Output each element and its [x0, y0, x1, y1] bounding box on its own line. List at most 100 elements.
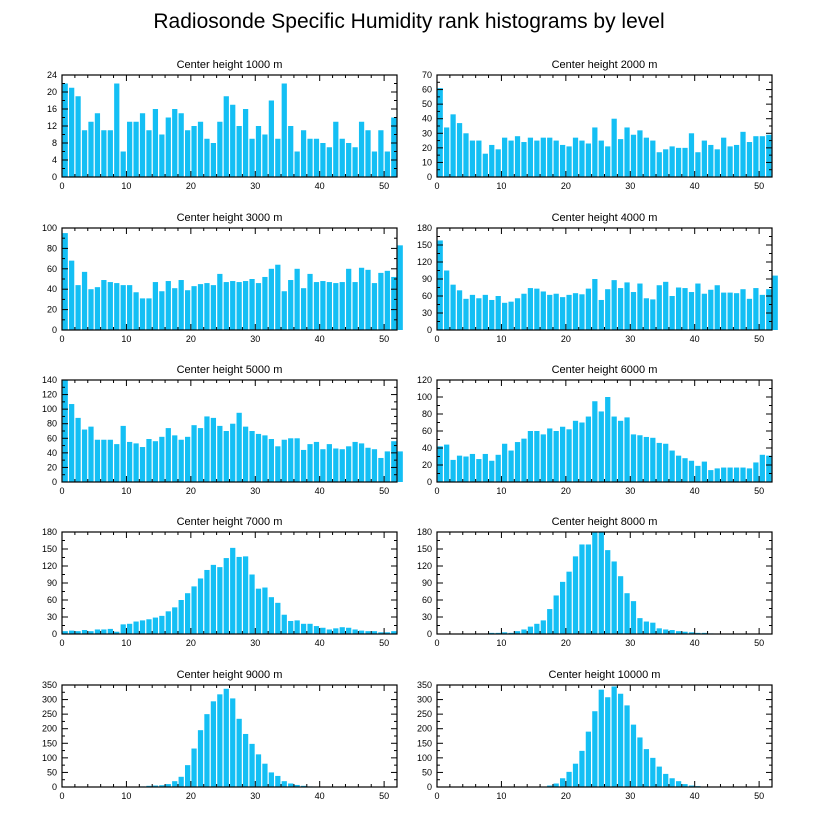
bar	[224, 431, 229, 482]
bar	[230, 424, 235, 482]
bar	[682, 288, 687, 330]
bar	[702, 294, 707, 330]
bar	[262, 277, 267, 330]
bar	[579, 141, 584, 177]
bar	[314, 139, 319, 177]
x-tick-label: 0	[434, 638, 439, 648]
bar	[133, 292, 138, 330]
bar	[333, 122, 338, 177]
bar	[359, 268, 364, 330]
x-tick-label: 10	[496, 638, 506, 648]
bar	[153, 282, 158, 330]
bar	[541, 138, 546, 177]
bar	[211, 418, 216, 482]
x-tick-label: 50	[379, 638, 389, 648]
bar	[541, 620, 546, 634]
bar	[734, 468, 739, 482]
y-tick-label: 30	[422, 128, 432, 138]
bar	[243, 427, 248, 482]
x-tick-label: 40	[315, 486, 325, 496]
bar	[721, 293, 726, 330]
x-tick-label: 50	[379, 181, 389, 191]
figure-title: Radiosonde Specific Humidity rank histog…	[0, 10, 818, 34]
bar	[275, 603, 280, 634]
y-tick-label: 20	[422, 460, 432, 470]
bar	[438, 446, 443, 482]
bar	[463, 457, 468, 483]
bar	[346, 446, 351, 482]
bar	[708, 145, 713, 177]
bar	[663, 282, 668, 330]
bar	[269, 439, 274, 482]
bar	[528, 627, 533, 634]
x-tick-label: 50	[754, 181, 764, 191]
bar	[262, 135, 267, 178]
bar	[127, 122, 132, 177]
x-tick-label: 10	[121, 486, 131, 496]
bar	[82, 272, 87, 330]
bar	[217, 122, 222, 177]
bar	[670, 146, 675, 177]
bar	[398, 245, 403, 330]
x-tick-label: 20	[186, 638, 196, 648]
bar	[760, 455, 765, 482]
bar	[295, 620, 300, 634]
bar	[385, 152, 390, 178]
panel-title: Center height 6000 m	[552, 364, 658, 376]
bar	[624, 593, 629, 634]
bar	[346, 143, 351, 177]
bar	[108, 282, 113, 330]
bar	[378, 130, 383, 177]
bar	[179, 440, 184, 482]
bar	[191, 749, 196, 787]
y-tick-label: 90	[422, 274, 432, 284]
bar	[541, 291, 546, 330]
y-tick-label: 20	[422, 143, 432, 153]
x-tick-label: 0	[59, 791, 64, 801]
bar	[702, 462, 707, 482]
y-tick-label: 0	[52, 477, 57, 487]
y-tick-label: 70	[422, 70, 432, 80]
bar	[450, 285, 455, 330]
bar	[275, 776, 280, 787]
bar	[444, 127, 449, 177]
bar	[249, 431, 254, 482]
x-tick-label: 30	[250, 791, 260, 801]
y-tick-label: 0	[427, 325, 432, 335]
bar	[682, 458, 687, 482]
bar	[663, 774, 668, 787]
bar	[605, 550, 610, 634]
bar	[95, 113, 100, 177]
x-tick-label: 0	[59, 181, 64, 191]
y-tick-label: 60	[422, 426, 432, 436]
y-tick-label: 100	[42, 404, 57, 414]
x-tick-label: 10	[496, 334, 506, 344]
bar	[359, 122, 364, 177]
bar	[644, 622, 649, 634]
bar	[663, 149, 668, 177]
x-tick-label: 20	[561, 638, 571, 648]
bar	[269, 597, 274, 634]
y-tick-label: 200	[417, 724, 432, 734]
bar	[333, 283, 338, 330]
bar	[740, 132, 745, 177]
bar	[185, 437, 190, 482]
bar	[288, 126, 293, 177]
bar	[249, 139, 254, 177]
bar	[75, 96, 80, 177]
bar	[256, 589, 261, 634]
bar	[483, 454, 488, 482]
bar	[521, 294, 526, 330]
bar	[288, 280, 293, 330]
bar	[256, 754, 261, 787]
bar	[217, 694, 222, 787]
bar	[327, 282, 332, 330]
bar	[88, 289, 93, 330]
bar	[521, 629, 526, 634]
bar	[650, 623, 655, 634]
y-tick-label: 200	[42, 724, 57, 734]
x-tick-label: 20	[186, 181, 196, 191]
bar	[489, 145, 494, 177]
